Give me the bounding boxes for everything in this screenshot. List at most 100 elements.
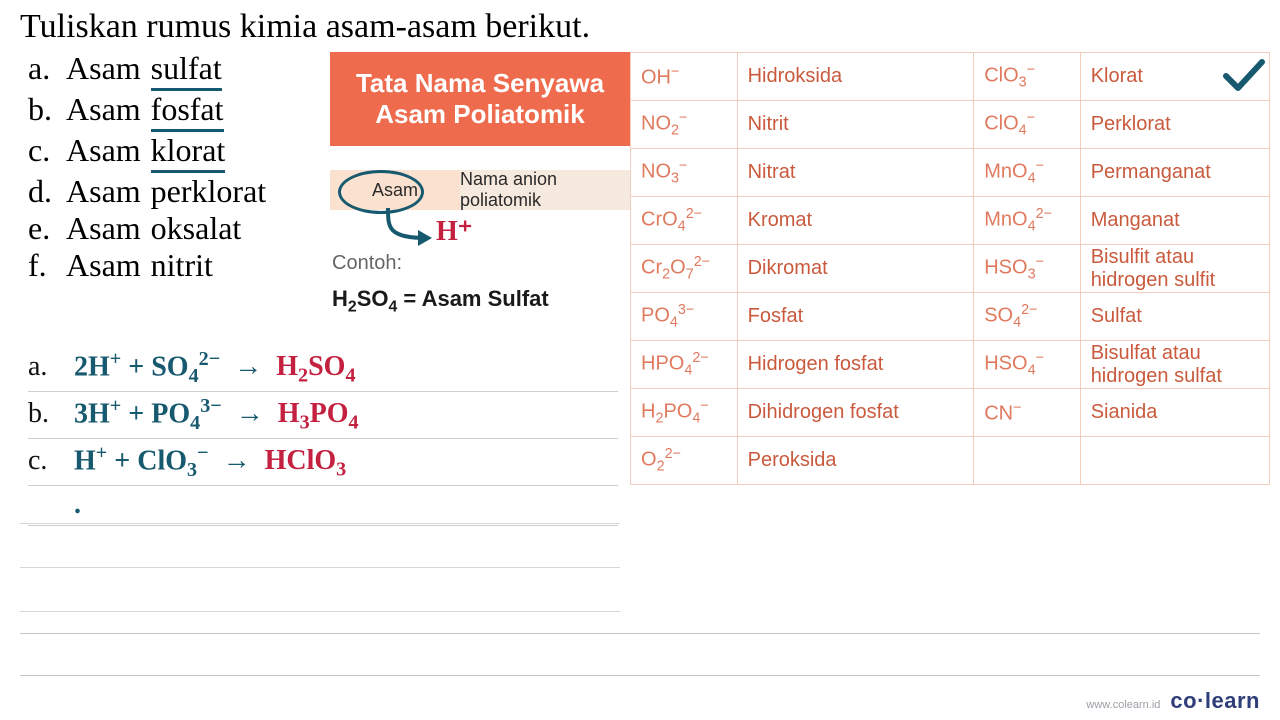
ruled-lines: [20, 480, 620, 612]
ion-name: Permanganat: [1080, 149, 1269, 197]
ion-name: Kromat: [737, 197, 974, 245]
word-a: sulfat: [151, 50, 222, 91]
table-row: H2PO4−Dihidrogen fosfatCN−Sianida: [631, 389, 1270, 437]
answer-a-arrow: →: [234, 351, 262, 383]
ion-formula: PO43−: [631, 293, 738, 341]
ion-name: Nitrit: [737, 101, 974, 149]
ion-name: Fosfat: [737, 293, 974, 341]
ion-formula: CN−: [974, 389, 1080, 437]
answer-c-label: c.: [28, 445, 74, 477]
ion-formula: HSO3−: [974, 245, 1080, 293]
item-f: f. Asam nitrit: [28, 247, 266, 284]
banner-line1: Tata Nama Senyawa: [356, 68, 604, 99]
ion-formula: HSO4−: [974, 341, 1080, 389]
prefix-b: Asam: [66, 91, 141, 128]
rule-right: Nama anion poliatomik: [460, 170, 630, 210]
item-b: b. Asam fosfat: [28, 91, 266, 132]
prefix-c: Asam: [66, 132, 141, 169]
arrow-annotation: H⁺: [382, 208, 492, 258]
h-plus-label: H⁺: [436, 214, 473, 248]
item-a: a. Asam sulfat: [28, 50, 266, 91]
banner: Tata Nama Senyawa Asam Poliatomik: [330, 52, 630, 146]
item-d: d. Asam perklorat: [28, 173, 266, 210]
table-row: NO3−NitratMnO4−Permanganat: [631, 149, 1270, 197]
ion-formula: CrO42−: [631, 197, 738, 245]
divider: [20, 675, 1260, 676]
answer-b-label: b.: [28, 398, 74, 430]
ion-formula: H2PO4−: [631, 389, 738, 437]
ion-table-body: OH−HidroksidaClO3−KloratNO2−NitritClO4−P…: [631, 53, 1270, 485]
bullet-d: d.: [28, 173, 66, 210]
ion-formula: SO42−: [974, 293, 1080, 341]
table-row: O22−Peroksida: [631, 437, 1270, 485]
item-c: c. Asam klorat: [28, 132, 266, 173]
answer-c: c. H+ + ClO3− → HClO3: [28, 439, 618, 486]
footer: www.colearn.id co·learn: [1086, 688, 1260, 714]
answer-c-rhs: HClO3: [265, 445, 347, 482]
answer-b-lhs: 3H+ + PO43−: [74, 395, 222, 435]
answer-b-rhs: H3PO4: [278, 398, 359, 435]
word-e: oksalat: [151, 210, 242, 247]
ion-name: Bisulfat atau hidrogen sulfat: [1080, 341, 1269, 389]
bullet-b: b.: [28, 91, 66, 128]
question-list: a. Asam sulfat b. Asam fosfat c. Asam kl…: [28, 50, 266, 284]
ion-name: Nitrat: [737, 149, 974, 197]
ion-formula: NO3−: [631, 149, 738, 197]
checkmark-icon: [1222, 56, 1266, 101]
ion-formula: OH−: [631, 53, 738, 101]
ion-table: OH−HidroksidaClO3−KloratNO2−NitritClO4−P…: [630, 52, 1270, 485]
word-b: fosfat: [151, 91, 224, 132]
banner-line2: Asam Poliatomik: [375, 99, 585, 130]
ion-formula: Cr2O72−: [631, 245, 738, 293]
ion-name: Sulfat: [1080, 293, 1269, 341]
footer-url: www.colearn.id: [1086, 699, 1160, 711]
word-f: nitrit: [151, 247, 213, 284]
ion-formula: ClO4−: [974, 101, 1080, 149]
ion-formula: ClO3−: [974, 53, 1080, 101]
example-equation: H2SO4 = Asam Sulfat: [332, 286, 549, 316]
ion-formula: HPO42−: [631, 341, 738, 389]
bullet-c: c.: [28, 132, 66, 169]
ion-formula: NO2−: [631, 101, 738, 149]
ion-formula: O22−: [631, 437, 738, 485]
answer-c-lhs: H+ + ClO3−: [74, 442, 209, 482]
ion-name: Sianida: [1080, 389, 1269, 437]
word-d: perklorat: [151, 173, 267, 210]
table-row: PO43−FosfatSO42−Sulfat: [631, 293, 1270, 341]
ion-formula: MnO42−: [974, 197, 1080, 245]
ion-name: Dikromat: [737, 245, 974, 293]
ion-name: Dihidrogen fosfat: [737, 389, 974, 437]
ion-name: Peroksida: [737, 437, 974, 485]
ion-formula: [974, 437, 1080, 485]
prefix-d: Asam: [66, 173, 141, 210]
answer-a-lhs: 2H+ + SO42−: [74, 348, 220, 388]
ion-name: [1080, 437, 1269, 485]
answer-a-label: a.: [28, 351, 74, 383]
word-c: klorat: [151, 132, 226, 173]
bullet-f: f.: [28, 247, 66, 284]
prefix-e: Asam: [66, 210, 141, 247]
example-label: Contoh:: [332, 252, 402, 275]
answer-b: b. 3H+ + PO43− → H3PO4: [28, 392, 618, 439]
item-e: e. Asam oksalat: [28, 210, 266, 247]
ion-name: Hidrogen fosfat: [737, 341, 974, 389]
bullet-e: e.: [28, 210, 66, 247]
table-row: HPO42−Hidrogen fosfatHSO4−Bisulfat atau …: [631, 341, 1270, 389]
prefix-a: Asam: [66, 50, 141, 87]
divider: [20, 633, 1260, 634]
table-row: Cr2O72−DikromatHSO3−Bisulfit atau hidrog…: [631, 245, 1270, 293]
answer-c-arrow: →: [223, 445, 251, 477]
prefix-f: Asam: [66, 247, 141, 284]
footer-brand: co·learn: [1170, 688, 1260, 714]
answer-b-arrow: →: [236, 398, 264, 430]
table-row: CrO42−KromatMnO42−Manganat: [631, 197, 1270, 245]
ion-name: Perklorat: [1080, 101, 1269, 149]
bullet-a: a.: [28, 50, 66, 87]
ion-name: Hidroksida: [737, 53, 974, 101]
ion-formula: MnO4−: [974, 149, 1080, 197]
ion-name: Bisulfit atau hidrogen sulfit: [1080, 245, 1269, 293]
page-title: Tuliskan rumus kimia asam-asam berikut.: [20, 8, 590, 46]
answer-a: a. 2H+ + SO42− → H2SO4: [28, 345, 618, 392]
answer-a-rhs: H2SO4: [276, 351, 355, 388]
table-row: OH−HidroksidaClO3−Klorat: [631, 53, 1270, 101]
